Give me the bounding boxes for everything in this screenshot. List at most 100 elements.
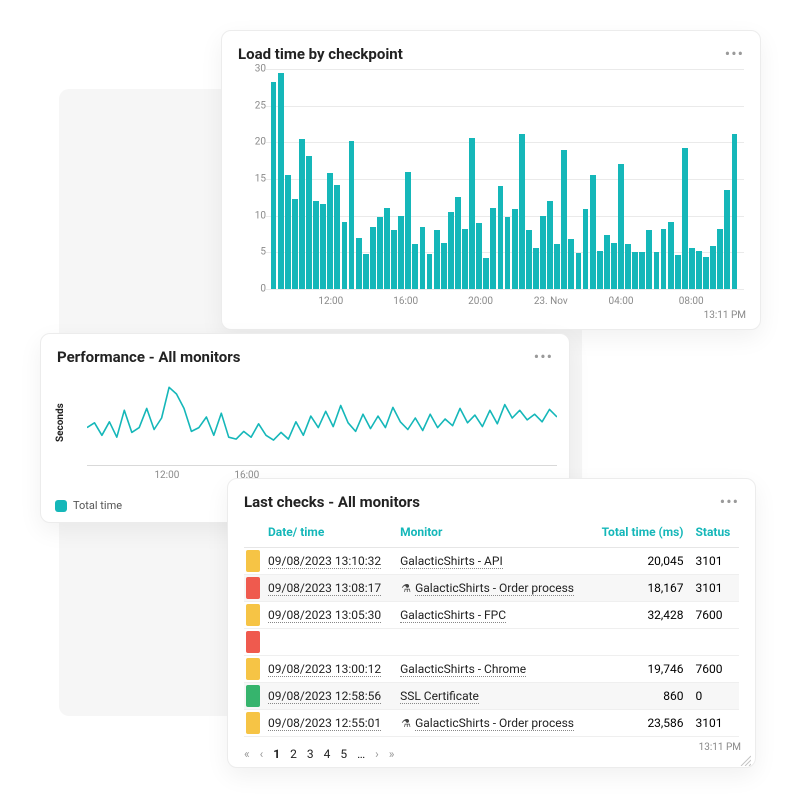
bar (590, 175, 596, 289)
y-tick: 25 (238, 100, 266, 111)
status-color-box (246, 658, 260, 680)
legend: Total time (55, 499, 122, 512)
timestamp-label: 13:11 PM (699, 742, 741, 753)
pager-page[interactable]: 1 (273, 747, 280, 761)
bar (285, 175, 291, 289)
line-chart (87, 370, 557, 466)
x-tick: 23. Nov (534, 296, 568, 307)
bar (554, 244, 560, 289)
pager-page[interactable]: 5 (340, 747, 347, 761)
cell-status: 3101 (690, 548, 739, 575)
bar (632, 252, 638, 289)
cell-total-ms: 18,167 (590, 575, 689, 602)
card-title: Load time by checkpoint (238, 45, 403, 63)
bar (710, 246, 716, 289)
more-icon[interactable]: ••• (534, 355, 553, 360)
x-tick: 12:00 (318, 296, 343, 307)
cell-monitor: GalacticShirts - API (394, 548, 590, 575)
bar (661, 229, 667, 289)
pager-prev[interactable]: ‹ (260, 747, 264, 761)
table-row[interactable]: 09/08/2023 12:55:01⚗GalacticShirts - Ord… (244, 710, 739, 737)
col-total_ms[interactable]: Total time (ms) (590, 517, 689, 548)
flask-icon: ⚗ (400, 717, 412, 730)
resize-handle-icon[interactable] (739, 751, 751, 763)
bar (682, 148, 688, 289)
table-row[interactable]: 09/08/2023 13:08:17⚗GalacticShirts - Ord… (244, 575, 739, 602)
bar (292, 199, 298, 289)
more-icon[interactable]: ••• (720, 500, 739, 505)
x-tick: 12:00 (154, 470, 179, 520)
cell-monitor: ⚗GalacticShirts - Order process (394, 710, 590, 737)
bar (689, 248, 695, 289)
x-tick: 08:00 (679, 296, 704, 307)
card-title: Last checks - All monitors (244, 493, 420, 511)
bar (483, 258, 489, 289)
x-tick: 20:00 (468, 296, 493, 307)
bar (576, 253, 582, 289)
pager-page[interactable]: … (357, 747, 365, 761)
bar (306, 156, 312, 289)
cell-status: 7600 (690, 656, 739, 683)
y-axis: 051015202530 (238, 69, 266, 289)
card-header: Last checks - All monitors ••• (244, 493, 739, 511)
bar (512, 209, 518, 289)
x-axis: 12:00 16:00 20:00 23. Nov 04:00 08:00 (270, 289, 738, 309)
card-header: Performance - All monitors••• (57, 348, 553, 366)
cell-status: 3009 (690, 629, 739, 656)
cell-status: 7600 (690, 602, 739, 629)
cell-status: 3101 (690, 575, 739, 602)
cell-datetime: 09/08/2023 12:58:56 (262, 683, 394, 710)
card-header: Load time by checkpoint ••• (238, 45, 744, 63)
bar (732, 134, 738, 289)
pager-last[interactable]: » (389, 747, 395, 761)
status-color-cell (244, 548, 262, 575)
bar (434, 230, 440, 289)
bar (469, 138, 475, 289)
legend-swatch (55, 500, 67, 512)
pager-page[interactable]: 2 (290, 747, 297, 761)
bar (625, 244, 631, 289)
bar (526, 230, 532, 289)
col-datetime[interactable]: Date/ time (262, 517, 394, 548)
status-color-box (246, 685, 260, 707)
bar (696, 251, 702, 289)
bar (455, 197, 461, 289)
pager-first[interactable]: « (244, 747, 250, 761)
cell-total-ms: 20,045 (590, 548, 689, 575)
bar (675, 255, 681, 289)
y-axis-label: Seconds (55, 403, 66, 442)
cell-monitor: ⚗GalacticShirts - Order process (394, 575, 590, 602)
table-row[interactable]: 09/08/2023 13:00:12GalacticShirts - Chro… (244, 656, 739, 683)
pager: « ‹ 12345 … › » (244, 747, 739, 761)
cell-total-ms: 19,746 (590, 656, 689, 683)
y-tick: 5 (238, 247, 266, 258)
table-row[interactable]: 09/08/2023 12:58:56SSL Certificate8600 (244, 683, 739, 710)
bar (349, 141, 355, 289)
x-tick: 16:00 (393, 296, 418, 307)
bar (391, 230, 397, 289)
pager-page[interactable]: 3 (307, 747, 314, 761)
pager-next[interactable]: › (375, 747, 379, 761)
x-tick: 04:00 (609, 296, 634, 307)
bars (270, 69, 738, 289)
more-icon[interactable]: ••• (725, 52, 744, 57)
cell-datetime: 09/08/2023 13:10:32 (262, 548, 394, 575)
bar (646, 230, 652, 289)
col-monitor[interactable]: Monitor (394, 517, 590, 548)
col-status[interactable]: Status (690, 517, 739, 548)
pager-page[interactable]: 4 (324, 747, 331, 761)
bar (498, 186, 504, 289)
bar (427, 254, 433, 289)
cell-datetime: 09/08/2023 13:05:30 (262, 602, 394, 629)
bar (490, 208, 496, 289)
bar (398, 216, 404, 289)
table-row[interactable]: 09/08/2023 13:10:32GalacticShirts - API2… (244, 548, 739, 575)
y-tick: 0 (238, 284, 266, 295)
table-row[interactable]: 09/08/2023 13:02:42⠿GalacticShirts - HTT… (244, 629, 739, 656)
bar (327, 173, 333, 289)
status-color-cell (244, 575, 262, 602)
table-row[interactable]: 09/08/2023 13:05:30GalacticShirts - FPC3… (244, 602, 739, 629)
cell-monitor: ⠿GalacticShirts - HTTP (394, 629, 590, 656)
bar (384, 208, 390, 289)
cell-datetime: 09/08/2023 13:00:12 (262, 656, 394, 683)
